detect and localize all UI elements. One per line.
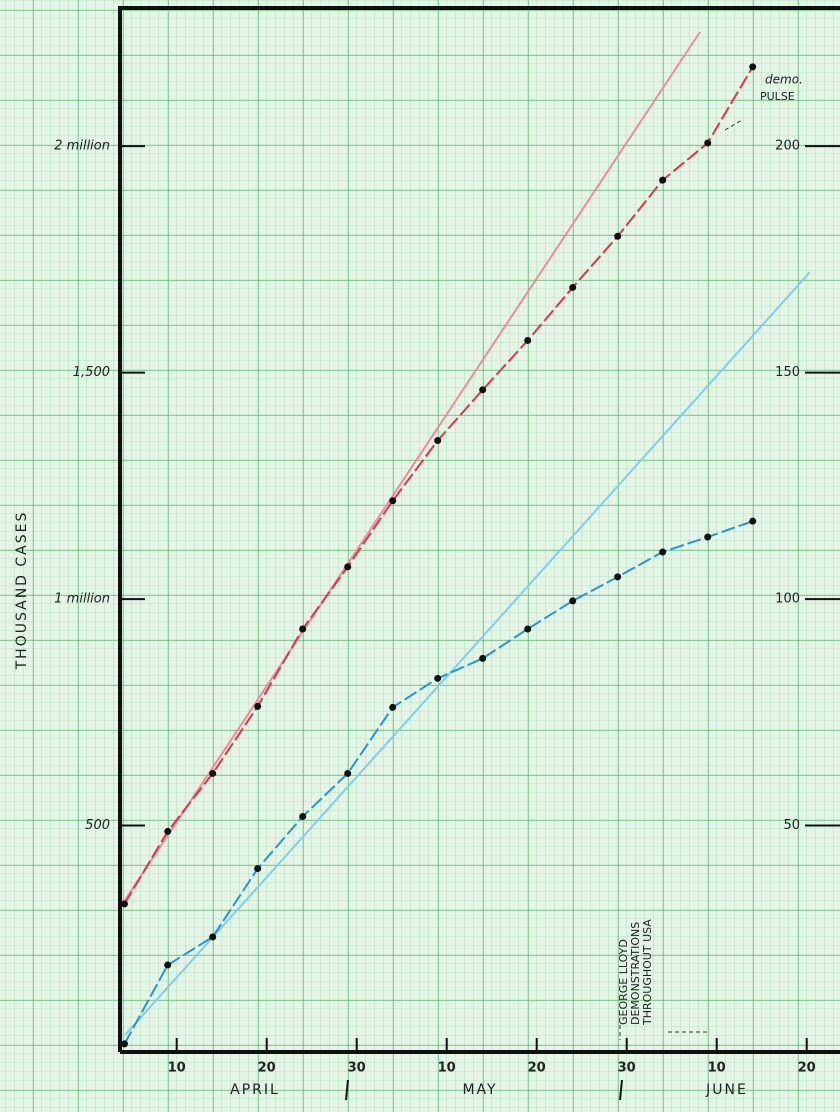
month-label: MAY	[462, 1082, 497, 1098]
data-point	[209, 933, 216, 940]
data-point	[344, 770, 351, 777]
data-point	[389, 704, 396, 711]
y-axis-label: THOUSAND CASES	[14, 511, 30, 671]
month-label: JUNE	[705, 1082, 748, 1098]
data-point	[121, 1040, 128, 1047]
chart: THOUSAND CASES demo. PULSE GEORGE LLOYD …	[0, 0, 840, 1112]
data-point	[389, 497, 396, 504]
data-point	[569, 284, 576, 291]
data-point	[704, 139, 711, 146]
y-tick-label: 500	[85, 818, 110, 833]
y-tick-label: 1,500	[73, 365, 110, 380]
x-tick-label: 10	[708, 1061, 726, 1076]
data-point	[659, 177, 666, 184]
data-point	[434, 675, 441, 682]
y2-tick-label: 50	[783, 818, 800, 833]
page: THOUSAND CASES demo. PULSE GEORGE LLOYD …	[0, 0, 840, 1112]
data-point	[749, 63, 756, 70]
data-point	[121, 900, 128, 907]
x-tick-label: 10	[168, 1061, 186, 1076]
data-point	[164, 828, 171, 835]
data-point	[704, 534, 711, 541]
data-point	[299, 813, 306, 820]
data-point	[344, 563, 351, 570]
x-tick-label: 20	[798, 1061, 816, 1076]
data-point	[299, 625, 306, 632]
data-point	[614, 573, 621, 580]
y2-tick-label: 100	[775, 592, 800, 607]
annotation: PULSE	[760, 90, 795, 103]
data-point	[479, 386, 486, 393]
x-tick-label: 10	[438, 1061, 456, 1076]
y-tick-label: 1 million	[54, 592, 110, 607]
annotation: demo.	[765, 73, 803, 87]
data-point	[164, 962, 171, 969]
x-tick-label: 30	[348, 1061, 366, 1076]
data-point	[569, 597, 576, 604]
data-point	[659, 548, 666, 555]
paper-grid-bold	[0, 0, 840, 1112]
month-label: APRIL	[230, 1082, 280, 1098]
y2-tick-label: 200	[775, 139, 800, 154]
data-point	[524, 337, 531, 344]
y2-tick-label: 150	[775, 365, 800, 380]
x-tick-label: 20	[528, 1061, 546, 1076]
x-tick-label: 20	[258, 1061, 276, 1076]
annotation: THROUGHOUT USA	[641, 919, 654, 1026]
data-point	[254, 703, 261, 710]
x-tick-label: 30	[618, 1061, 636, 1076]
y-tick-label: 2 million	[54, 139, 110, 154]
data-point	[614, 233, 621, 240]
data-point	[479, 655, 486, 662]
data-point	[434, 437, 441, 444]
data-point	[524, 625, 531, 632]
data-point	[209, 770, 216, 777]
data-point	[254, 865, 261, 872]
data-point	[749, 518, 756, 525]
